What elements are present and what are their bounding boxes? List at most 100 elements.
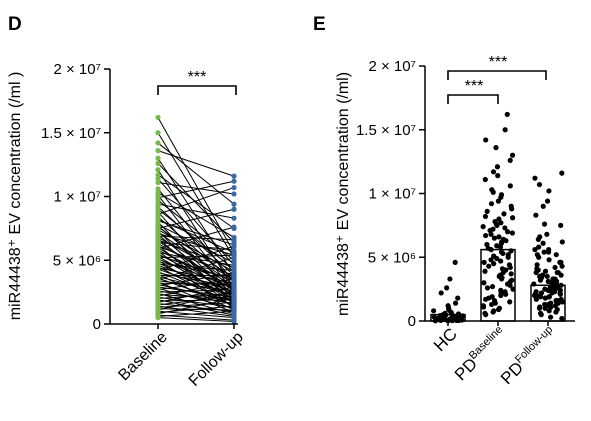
bracket-line-hc-vs-follow-up [447,70,547,80]
data-point [484,285,491,291]
pair-line [157,174,235,229]
pair-line [157,245,235,271]
significance-label: *** [489,54,508,71]
follow-up-point [231,299,237,305]
follow-up-point [231,255,237,261]
pair-line [157,241,235,251]
data-point [546,257,552,263]
baseline-point [155,172,161,178]
data-point [444,285,450,291]
y-tick-label: 1.5 × 10⁷ [41,125,101,142]
baseline-point [155,186,161,192]
bracket-line [157,85,237,95]
baseline-point [155,167,161,173]
data-point [549,290,555,296]
data-point [452,300,459,306]
pair-line [157,206,235,276]
data-point [486,263,492,269]
data-point [498,292,504,299]
data-point [507,157,513,163]
data-point [542,305,548,311]
baseline-point [155,114,161,121]
data-point [508,248,514,254]
y-tick-label: 5 × 10⁶ [53,252,101,269]
data-point [536,254,542,260]
data-point [480,304,487,310]
data-point [490,169,497,175]
data-point [507,264,513,271]
data-point [559,315,565,322]
panel-d-y-ticks: 0 5 × 10⁶ 1 × 10⁷ 1.5 × 10⁷ 2 × 10⁷ [41,61,110,333]
panel-d-dots [155,114,237,325]
data-point [538,294,544,300]
data-point [447,276,453,282]
data-point [538,312,544,318]
follow-up-point [231,224,237,230]
baseline-point [155,155,161,161]
data-point [542,295,548,301]
data-point [558,222,564,228]
follow-up-point [231,184,237,191]
panel-d-x-ticks: Baseline Follow-up [115,324,247,390]
baseline-point [155,148,161,154]
data-point [541,221,548,227]
data-point [509,152,516,158]
data-point [483,312,489,318]
follow-up-point [231,308,237,314]
data-point [552,264,558,271]
pair-line [157,290,235,311]
pair-line [157,317,235,322]
pair-line [157,264,235,293]
baseline-point [155,315,161,321]
pair-line [157,150,235,177]
follow-up-point [231,279,237,285]
pair-line [157,208,235,229]
pair-line [157,142,235,205]
data-point [509,206,515,212]
data-point [557,291,564,297]
panel-d-y-axis-title: miR44438⁺ EV concentration (/ml ) [7,72,24,321]
follow-up-point [231,191,237,197]
pair-line [157,169,235,289]
pair-line [157,188,235,283]
data-point [483,296,489,302]
data-point [498,194,504,200]
data-point [438,290,444,296]
data-point [490,309,496,315]
data-point [544,231,550,237]
data-point [503,238,509,244]
data-point [482,268,488,274]
data-point [494,222,500,228]
baseline-point [155,140,161,146]
data-point [502,127,508,133]
data-point [480,224,486,230]
panel-e-significance-brackets: *** *** [447,54,547,104]
data-point [504,111,510,118]
data-point [559,263,565,269]
pair-line [157,226,235,250]
panel-e-y-axis-title: miR44438⁺ EV concentration (/ml) [335,72,352,316]
pair-line [157,286,235,303]
x-tick-label-pd-follow-up: PDFollow-up [496,324,561,389]
panel-e-y-ticks: 0 5 × 10⁶ 1 × 10⁷ 1.5 × 10⁷ 2 × 10⁷ [356,58,425,330]
pair-line [157,298,235,315]
pair-line [157,180,235,199]
baseline-point [155,179,161,186]
follow-up-point [231,262,237,268]
pair-line [157,187,235,215]
data-point [541,249,547,255]
follow-up-point [231,178,237,184]
follow-up-point [231,303,237,309]
data-point [532,175,538,181]
follow-up-point [231,270,237,276]
data-point [546,188,552,194]
data-point [504,229,511,235]
data-point [494,255,500,262]
data-point [505,254,511,260]
pair-line [157,257,235,280]
data-point [494,164,501,170]
data-point [483,232,489,239]
data-point [559,239,565,245]
pair-line [157,296,235,308]
follow-up-point [231,173,237,179]
